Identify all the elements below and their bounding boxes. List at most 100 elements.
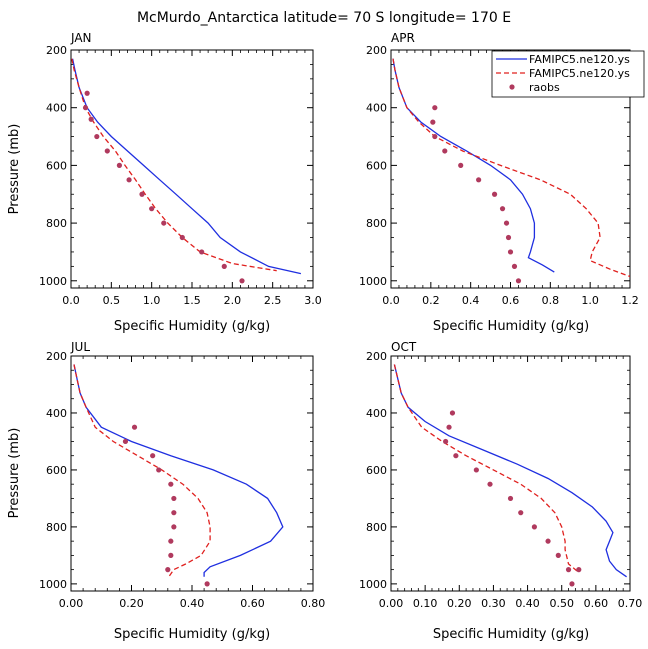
raobs-point: [239, 278, 245, 284]
raobs-point: [430, 119, 436, 125]
raobs-point: [104, 148, 110, 154]
y-axis-label-jan: Pressure (mb): [7, 124, 22, 215]
panel-title-jan: JAN: [70, 31, 92, 45]
x-tick-label: 0.60: [240, 597, 265, 610]
raobs-point: [199, 249, 205, 255]
y-tick-label: 400: [366, 407, 387, 420]
raobs-point: [84, 90, 90, 96]
raobs-point: [476, 177, 482, 183]
raobs-point: [473, 467, 479, 473]
model-line-solid-oct: [393, 364, 627, 578]
x-tick-label: 0.10: [413, 597, 438, 610]
legend-swatch-raobs: [509, 84, 515, 90]
raobs-point: [531, 524, 538, 530]
raobs-point: [443, 438, 449, 445]
raobs-point: [505, 234, 512, 241]
y-axis-label-jul: Pressure (mb): [7, 428, 22, 519]
raobs-point: [515, 278, 522, 284]
panel-jul: JUL 200 400 600 800 1000 0.00 0.20 0.40 0.60 0.80…: [7, 340, 325, 642]
x-tick-label: 0.0: [382, 294, 400, 307]
y-tick-label: 800: [46, 217, 67, 230]
y-tick-label: 800: [366, 521, 387, 534]
y-tick-label: 200: [366, 350, 387, 363]
x-tick-label: 0.2: [422, 294, 440, 307]
x-tick-label: 0.80: [301, 597, 326, 610]
x-tick-label: 0.00: [59, 597, 84, 610]
raobs-point: [458, 162, 464, 168]
raobs-point: [545, 538, 551, 544]
raobs-point: [499, 206, 506, 212]
legend: FAMIPC5.ne120.ys FAMIPC5.ne120.ys raobs: [491, 50, 645, 98]
panel-title-apr: APR: [391, 31, 415, 45]
panel-oct: OCT 200 400 600 800 1000 0.00 0.10 0.20 0.30 0.40…: [359, 340, 642, 642]
raobs-point: [116, 162, 122, 168]
x-axis-label-oct: Specific Humidity (g/kg): [433, 627, 589, 642]
y-tick-label: 200: [46, 44, 67, 57]
plot-oct: 200 400 600 800 1000 0.00 0.10 0.20 0.30 0.40 0.50…: [359, 350, 642, 610]
raobs-point: [204, 581, 210, 587]
y-tick-label: 400: [46, 407, 67, 420]
y-tick-label: 400: [46, 102, 67, 115]
x-tick-label: 0.40: [180, 597, 205, 610]
x-tick-label: 0.50: [549, 597, 574, 610]
raobs-point: [168, 552, 174, 558]
raobs-point: [511, 263, 518, 269]
raobs-point: [82, 105, 89, 111]
x-tick-label: 0.60: [584, 597, 609, 610]
model-line-dashed-apr: [392, 58, 630, 278]
x-tick-label: 0.8: [542, 294, 560, 307]
raobs-point: [555, 552, 561, 558]
x-tick-label: 0.0: [62, 294, 80, 307]
y-tick-label: 1000: [359, 275, 387, 288]
y-tick-label: 800: [366, 217, 387, 230]
raobs-point: [161, 220, 167, 226]
x-tick-label: 0.6: [502, 294, 520, 307]
raobs-point: [122, 438, 129, 445]
raobs-point: [156, 467, 162, 473]
raobs-point: [165, 567, 171, 573]
legend-label-model-a: FAMIPC5.ne120.ys: [529, 53, 630, 66]
raobs-point: [171, 524, 177, 530]
x-tick-label: 0.20: [119, 597, 144, 610]
figure-title: McMurdo_Antarctica latitude= 70 S longit…: [137, 10, 511, 26]
x-tick-label: 1.0: [143, 294, 161, 307]
plot-jul: 200 400 600 800 1000 0.00 0.20 0.40 0.60 0.80: [39, 350, 325, 610]
y-tick-label: 200: [366, 44, 387, 57]
raobs-point: [94, 133, 100, 140]
y-tick-label: 600: [366, 159, 387, 172]
x-tick-label: 0.30: [481, 597, 506, 610]
raobs-point: [449, 410, 456, 416]
plot-frame-jul: [70, 355, 314, 592]
plot-jan: 200 400 600 800 1000 0.0 0.5 1.0 1.5 2.0 2.5 3.0: [39, 44, 322, 307]
raobs-point: [576, 567, 582, 573]
y-tick-label: 1000: [359, 578, 387, 591]
plot-frame-oct: [390, 355, 631, 592]
model-line-dashed-oct: [393, 364, 580, 573]
raobs-point: [171, 495, 177, 502]
x-tick-label: 2.5: [264, 294, 282, 307]
raobs-point: [221, 263, 227, 269]
panel-title-jul: JUL: [70, 340, 90, 354]
model-line-solid-jul: [73, 364, 284, 577]
legend-label-model-b: FAMIPC5.ne120.ys: [529, 67, 630, 80]
x-tick-label: 2.0: [224, 294, 242, 307]
raobs-point: [168, 538, 174, 544]
y-tick-label: 600: [46, 159, 67, 172]
x-tick-label: 0.00: [379, 597, 404, 610]
x-axis-label-jan: Specific Humidity (g/kg): [114, 319, 270, 334]
raobs-point: [179, 234, 185, 241]
raobs-point: [507, 249, 514, 255]
raobs-point: [446, 424, 452, 430]
panel-title-oct: OCT: [391, 340, 417, 354]
model-line-dashed-jul: [73, 364, 211, 579]
x-tick-label: 1.5: [183, 294, 201, 307]
raobs-point: [432, 133, 438, 140]
model-line-solid-jan: [71, 58, 302, 275]
raobs-point: [168, 481, 174, 487]
legend-label-raobs: raobs: [529, 81, 560, 94]
plot-apr: 200 400 600 800 1000 0.0 0.2 0.4 0.6 0.8 1.0 1.2: [359, 44, 639, 307]
raobs-point: [126, 177, 132, 183]
raobs-point: [432, 105, 438, 111]
x-tick-label: 0.5: [103, 294, 121, 307]
raobs-point: [171, 510, 177, 516]
